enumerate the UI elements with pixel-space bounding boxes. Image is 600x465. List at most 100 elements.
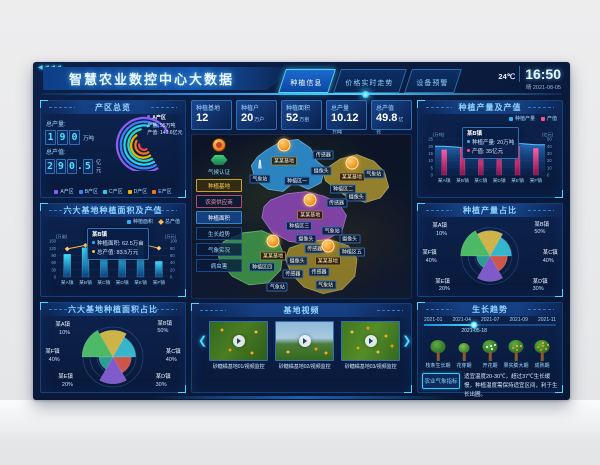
pie-label: 某B镇 50% [157,320,173,334]
svg-text:某B镇: 某B镇 [79,279,92,286]
camera-tag: 摄像头 [339,234,361,244]
stat-cards: 种植基地 12 种植户 20万户 种植面积 52万亩 总产量 10.12万吨 总… [191,100,412,136]
svg-text:25: 25 [428,137,433,142]
page-title: 智慧农业数控中心大数据 [69,72,235,87]
base-name-tag: 某某基地 [314,256,341,265]
svg-text:某A镇: 某A镇 [61,279,74,286]
timeline-current-date: 2021-05-18 [461,328,487,334]
base-name-tag: 某某基地 [260,251,287,261]
svg-text:10: 10 [547,165,552,170]
total-value-value: 2 9 0 . 5 亿元 [45,158,102,174]
stat-total-value: 总产值 49.8亿元 [371,100,412,136]
panel-output-share-pie: 种植产量占比 某A镇 10% 某B镇 50% 某C镇 40% 某D镇 30% 某E镇 20… [417,203,563,297]
panel-title: 六大基地种植面积及产值 [41,204,185,217]
svg-text:30: 30 [547,151,552,156]
rose-pie-chart [81,326,144,388]
base-marker[interactable] [321,239,335,253]
total-value-label: 总产值: [46,150,66,156]
svg-text:某F镇: 某F镇 [530,177,543,184]
map-menu-pests[interactable]: 病虫害 [196,259,242,272]
play-icon[interactable] [364,335,377,347]
video-thumbnail[interactable] [341,321,401,361]
tree-icon [451,339,477,361]
timeline-track[interactable] [424,324,556,326]
video-item: 砂糖橘基地01/视频监控 [209,321,269,370]
video-thumbnail[interactable] [275,321,335,361]
region-tag: 种植区三 [286,221,313,231]
svg-text:某E镇: 某E镇 [134,279,147,286]
svg-text:(亿元): (亿元) [542,131,554,138]
dashboard: ◀◀◀◀ 智慧农业数控中心大数据 种植信息 价格实时走势 设备预警 24℃ 16… [33,62,570,400]
stat-planting-bases: 种植基地 12 [191,100,232,130]
clock: 24℃ 16:50 晴 2021-08-05 [498,66,561,91]
time: 16:50 [519,66,561,82]
play-icon[interactable] [298,335,311,347]
gauge-legend: A产区 B产区 C产区 D产区 E产区 [41,188,185,195]
medal-icon [212,138,226,152]
pie-label: 某F镇 40% [422,250,437,264]
region-tag: 种植区五 [338,247,365,257]
legend-item[interactable]: C产区 [103,188,123,195]
chevron-right-icon[interactable]: ❯ [402,335,412,347]
panel-title: 种植产量占比 [418,204,562,217]
base-name-tag: 某某基地 [270,156,297,166]
base-marker[interactable] [345,156,359,170]
timeline-ticks: 2021-01 2021-04 2021-07 2021-09 2021-11 [424,317,556,323]
legend-item[interactable]: 总产值 [158,218,180,225]
total-output-label: 总产量: [46,122,66,128]
svg-text:0: 0 [54,275,57,280]
svg-text:30: 30 [51,267,56,272]
play-icon[interactable] [232,335,245,347]
legend-item[interactable]: 种植产量 [508,115,535,122]
map-menu-planting-area[interactable]: 种植面积 [196,211,242,224]
camera-tag: 摄像头 [295,234,317,244]
svg-text:40: 40 [547,144,552,149]
timeline-handle[interactable] [470,321,478,329]
legend-item[interactable]: A产区 [54,188,74,195]
pie-label: 某F镇 40% [45,349,60,363]
weather-station-tag: 气象站 [321,226,343,236]
svg-text:60: 60 [51,260,56,265]
base-marker[interactable] [266,234,280,248]
tab-planting-info[interactable]: 种植信息 [278,69,336,93]
indicator-text: 适宜温度20-30℃，超过37℃生长缓慢，种植温度需保持适宜区间，利于生长出圃。 [464,374,558,398]
legend-item[interactable]: 产值 [540,115,557,122]
region-tag: 种植区四 [249,262,276,272]
video-caption: 砂糖橘基地02/视频监控 [278,364,331,370]
glow-orb-icon [360,90,370,99]
svg-text:(万元): (万元) [165,234,177,240]
sensor-tag: 传感器 [326,198,348,208]
camera-tag: 摄像头 [345,192,367,202]
map-menu-weather[interactable]: 气象实况 [196,243,242,256]
weather-station-tag: 气象站 [249,174,271,184]
chevron-left-icon[interactable]: ❮ [198,335,208,347]
temperature: 24℃ [498,72,516,81]
pie-label: 某D镇 30% [532,278,548,293]
svg-text:5: 5 [431,165,434,170]
weather-station-tag: 气象站 [315,280,337,290]
svg-text:20: 20 [170,267,175,272]
legend-item[interactable]: 种植面积 [126,218,153,225]
svg-text:某C镇: 某C镇 [97,279,110,286]
video-thumbnail[interactable] [209,321,269,361]
region-tag: 种植区二 [330,184,357,194]
map-menu-growth-trend[interactable]: 生长趋势 [196,227,242,240]
tab-price-trend[interactable]: 价格实时走势 [333,69,407,93]
svg-text:某A镇: 某A镇 [438,177,451,184]
agri-weather-indicator-button[interactable]: 农业气象指标 [422,373,460,389]
base-marker[interactable] [303,193,317,207]
legend-item[interactable]: D产区 [127,188,147,195]
sensor-tag: 传感器 [312,150,334,160]
map-menu-supplier[interactable]: 农资供应商 [196,195,242,208]
legend-item[interactable]: E产区 [152,188,172,195]
panel-output-value-trend: 种植产量及产值 种植产量 产值 0 5 10 15 20 25 0 10 20 30 40 50 (万吨… [417,100,563,198]
svg-text:0: 0 [431,173,434,178]
base-marker[interactable] [277,138,291,152]
footer-decoration [151,396,452,399]
tab-device-alert[interactable]: 设备预警 [404,69,462,93]
video-caption: 砂糖橘基地01/视频监控 [212,364,265,370]
tree-icon [425,339,451,361]
legend-item[interactable]: B产区 [78,188,98,195]
camera-tag: 摄像头 [286,256,308,265]
map-menu-planting-base[interactable]: 种植基地 [196,179,242,192]
